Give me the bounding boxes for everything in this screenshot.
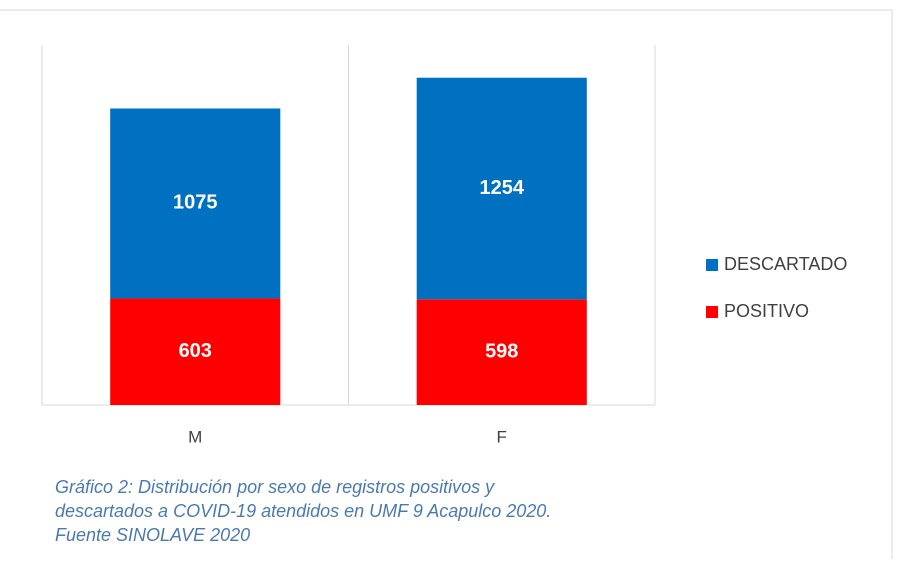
caption: descartados a COVID-19 atendidos en UMF … [55,501,551,521]
caption: Gráfico 2: Distribución por sexo de regi… [55,477,495,497]
bar-segment [110,298,281,405]
bar-segment [416,299,587,405]
legend-label: POSITIVO [724,301,809,321]
bar-segment [416,77,587,300]
legend-swatch [706,306,718,318]
x-tick-label: M [188,427,202,446]
data-label: 603 [179,340,212,362]
data-label: 1254 [480,177,525,199]
data-label: 598 [485,340,518,362]
legend-label: DESCARTADO [724,254,847,274]
data-label: 1075 [173,192,218,214]
caption: Fuente SINOLAVE 2020 [55,525,250,545]
bar-segment [110,108,281,299]
x-tick-label: F [497,427,507,446]
chart-frame [0,9,893,564]
legend-swatch [706,259,718,271]
